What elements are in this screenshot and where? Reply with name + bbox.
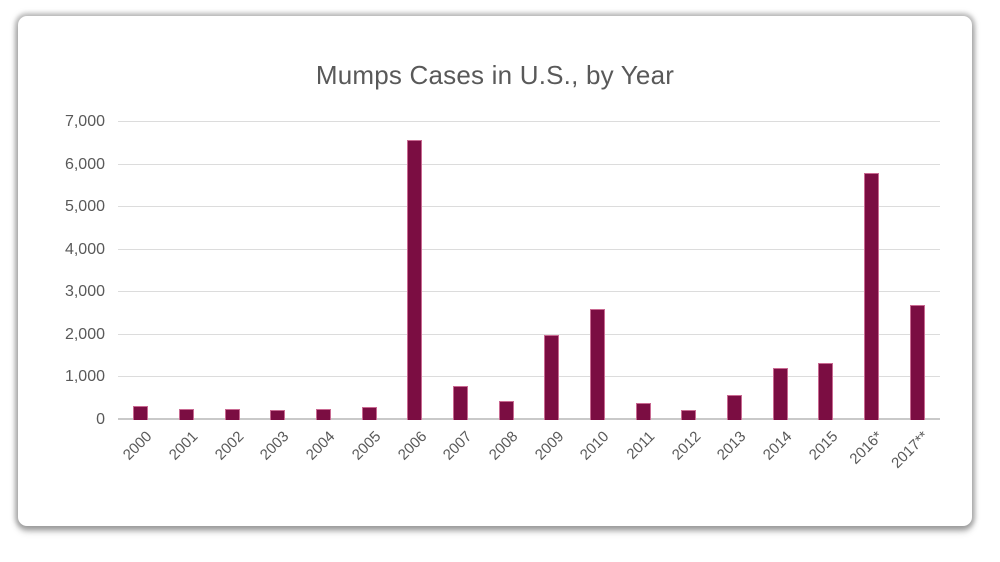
bar-column-2009: 2009 [529,122,575,464]
bar-column-2005: 2005 [346,122,392,464]
y-axis-tick-label: 0 [96,411,105,428]
bar-column-2016: 2016* [847,122,895,468]
chart-card: Mumps Cases in U.S., by Year 0 1,000 2,000… [18,16,972,526]
x-axis-tick-label: 2006 [394,428,430,464]
gridline [118,248,940,250]
bar-2000 [133,405,149,420]
y-axis-tick-label: 7,000 [64,113,105,130]
x-axis-tick-label: 2014 [759,428,796,464]
bar-column-2017: 2017** [888,122,940,472]
bar-2007 [453,385,469,420]
bar-column-2003: 2003 [255,122,301,464]
bar-2008 [498,400,514,420]
bar-column-2012: 2012 [666,122,712,464]
bar-column-2007: 2007 [438,122,484,464]
bar-2015 [818,363,834,420]
bar-series: 2000 2001 2002 2003 2004 2005 2006 2007 2008 2009… [118,122,940,472]
x-axis-tick-label: 2017** [888,428,933,472]
bar-2001 [179,408,194,420]
y-axis-tick-label: 2,000 [64,325,105,343]
bar-2010 [590,308,606,420]
bar-2014 [772,367,788,420]
x-axis-tick-label: 2011 [623,428,659,463]
bar-column-2000: 2000 [118,122,164,464]
bar-2006 [407,139,423,420]
bar-2012 [681,410,697,420]
bar-column-2002: 2002 [209,122,255,464]
x-axis-tick-label: 2009 [531,428,567,464]
x-axis-tick-label: 2016* [846,428,887,468]
x-axis-tick-label: 2010 [576,428,613,464]
bar-column-2008: 2008 [483,122,529,464]
gridline [118,163,940,165]
gridline [118,291,940,293]
y-axis-tick-label: 3,000 [64,283,105,301]
bar-2002 [224,408,240,420]
x-axis-tick-label: 2004 [302,428,339,464]
bar-column-2001: 2001 [164,122,210,464]
x-axis-tick-label: 2000 [120,428,156,464]
bar-2011 [635,402,651,420]
gridline [118,376,940,378]
bar-column-2013: 2013 [712,122,758,464]
x-axis-tick-label: 2008 [485,428,522,464]
bar-column-2011: 2011 [620,122,666,463]
bar-column-2015: 2015 [803,122,849,464]
x-axis-tick-label: 2013 [713,428,750,464]
x-axis-tick-label: 2012 [668,428,704,464]
chart-title: Mumps Cases in U.S., by Year [315,60,675,90]
bar-column-2010: 2010 [575,122,621,464]
y-axis-tick-label: 1,000 [64,368,105,386]
y-axis-tick-label: 4,000 [64,240,105,258]
bar-2004 [316,409,332,420]
bar-2003 [270,410,286,420]
gridline [118,121,940,122]
y-axis-tick-label: 6,000 [64,155,105,173]
bar-2016 [864,173,880,420]
bar-column-2006: 2006 [392,122,438,464]
gridline [118,206,940,208]
x-axis-tick-label: 2001 [165,428,202,464]
x-axis-tick-label: 2015 [805,428,841,464]
y-axis-tick-label: 5,000 [64,198,105,216]
plot-area: 0 1,000 2,000 3,000 4,000 5,000 6,000 7,000 2000… [65,113,940,472]
x-axis-tick-label: 2002 [211,428,248,464]
bar-2005 [361,406,377,420]
gridline [118,333,940,335]
x-axis-line [118,418,940,420]
bar-2013 [727,395,743,420]
bar-2017 [909,305,925,420]
x-axis-tick-label: 2003 [257,428,293,464]
bar-2009 [544,335,560,420]
bar-column-2014: 2014 [757,122,803,464]
bar-column-2004: 2004 [301,122,347,464]
x-axis-tick-label: 2005 [348,428,385,464]
x-axis-tick-label: 2007 [439,428,476,464]
